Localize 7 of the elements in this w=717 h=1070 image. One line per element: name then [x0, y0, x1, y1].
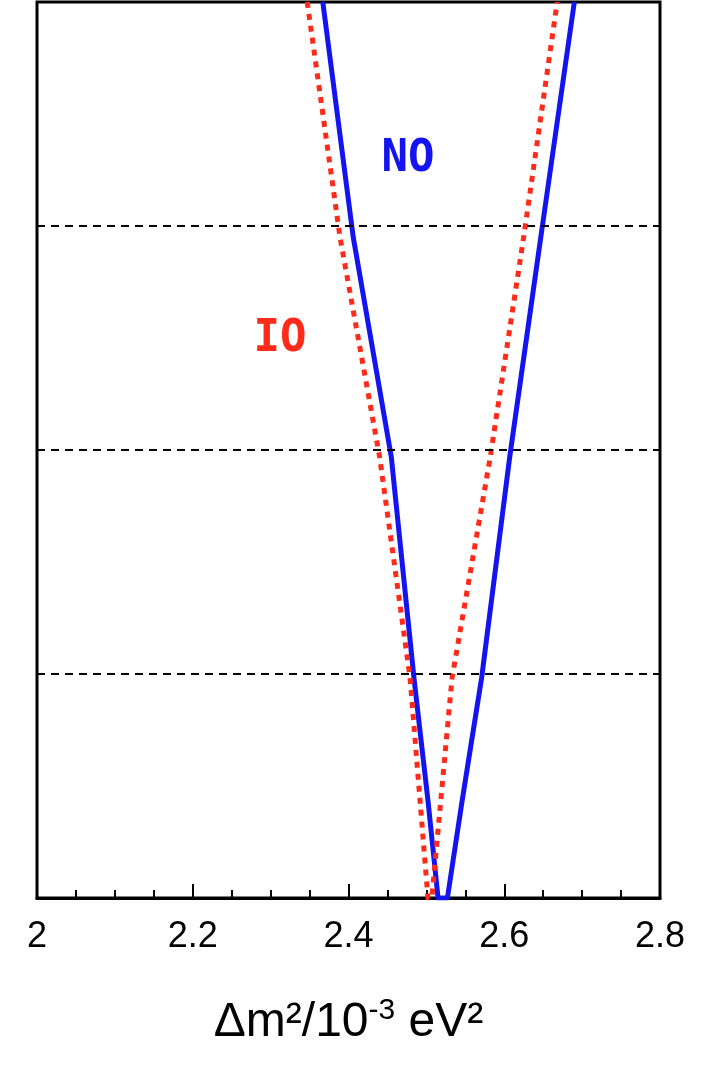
x-tick-label: 2.4: [323, 913, 374, 955]
x-tick-label: 2.6: [479, 913, 530, 955]
x-tick-label: 2: [26, 913, 48, 955]
x-tick-label: 2.2: [167, 913, 218, 955]
x-tick-label: 2.8: [634, 913, 686, 955]
series-label: IO: [253, 309, 307, 361]
series-label: NO: [381, 129, 435, 181]
